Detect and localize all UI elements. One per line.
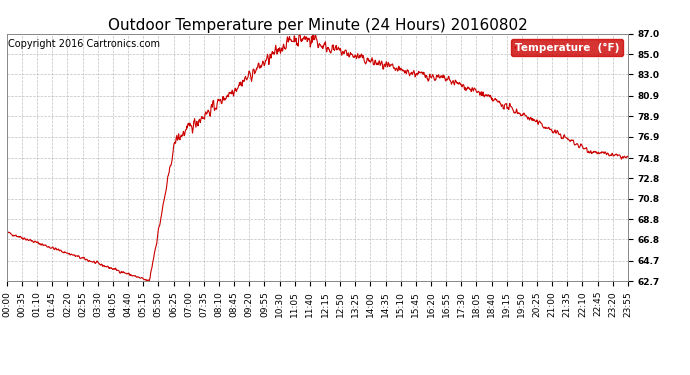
- Legend: Temperature  (°F): Temperature (°F): [511, 39, 622, 56]
- Text: Copyright 2016 Cartronics.com: Copyright 2016 Cartronics.com: [8, 39, 160, 49]
- Title: Outdoor Temperature per Minute (24 Hours) 20160802: Outdoor Temperature per Minute (24 Hours…: [108, 18, 527, 33]
